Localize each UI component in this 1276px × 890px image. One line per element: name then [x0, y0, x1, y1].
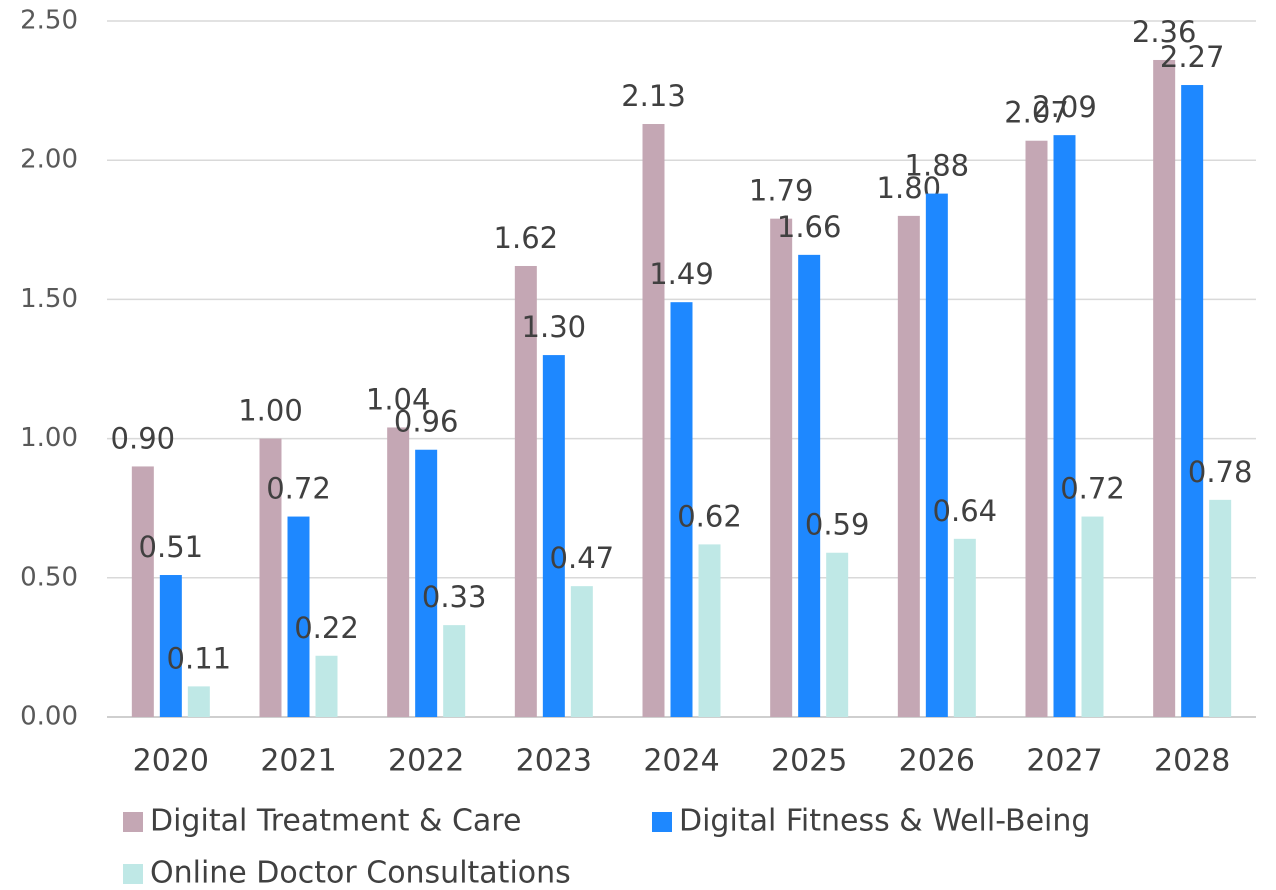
value-label: 0.78: [1188, 455, 1253, 489]
value-label: 1.04: [366, 382, 431, 416]
x-tick-label: 2021: [260, 744, 336, 779]
value-label: 1.00: [238, 394, 303, 428]
y-tick-label: 1.00: [20, 423, 78, 453]
value-label: 0.22: [294, 611, 359, 645]
x-tick-label: 2020: [133, 744, 209, 779]
bar: [1081, 516, 1104, 717]
bar: [514, 265, 537, 717]
value-label: 0.51: [139, 530, 204, 564]
x-tick-label: 2022: [388, 744, 464, 779]
legend-label: Digital Treatment & Care: [150, 804, 521, 839]
value-label: 1.79: [749, 174, 814, 208]
bar: [315, 655, 338, 717]
y-tick-label: 0.00: [20, 702, 78, 732]
legend-swatch: [652, 812, 672, 832]
y-tick-label: 2.00: [20, 145, 78, 175]
value-label: 1.62: [494, 221, 559, 255]
value-label: 0.72: [1060, 472, 1125, 506]
value-label: 0.96: [394, 405, 459, 439]
value-label: 0.72: [266, 472, 331, 506]
legend-label: Digital Fitness & Well-Being: [679, 804, 1090, 839]
value-label: 0.62: [677, 499, 742, 533]
value-label: 2.07: [1004, 96, 1069, 130]
value-label: 0.64: [933, 494, 998, 528]
value-label: 2.36: [1132, 15, 1197, 49]
legend-label: Online Doctor Consultations: [150, 856, 571, 890]
value-label: 0.11: [167, 641, 232, 675]
y-tick-label: 2.50: [20, 6, 78, 36]
bar: [826, 552, 849, 717]
value-label: 0.90: [111, 421, 176, 455]
bar: [443, 625, 466, 717]
value-label: 1.88: [905, 149, 970, 183]
value-label: 0.47: [550, 541, 615, 575]
bar: [1025, 140, 1048, 717]
bar: [159, 575, 182, 717]
bar: [925, 193, 948, 717]
value-label: 0.33: [422, 580, 487, 614]
value-label: 1.66: [777, 210, 842, 244]
x-tick-label: 2023: [516, 744, 592, 779]
x-tick-label: 2024: [643, 744, 719, 779]
y-tick-label: 0.50: [20, 562, 78, 592]
bar: [642, 124, 665, 718]
y-tick-label: 1.50: [20, 284, 78, 314]
x-tick-label: 2027: [1026, 744, 1102, 779]
x-tick-label: 2025: [771, 744, 847, 779]
value-label: 2.27: [1160, 40, 1225, 74]
bar: [387, 427, 410, 717]
value-label: 2.13: [621, 79, 686, 113]
bar: [770, 218, 793, 717]
bar: [131, 466, 154, 717]
bar: [798, 254, 821, 717]
bar: [542, 355, 565, 717]
value-label: 1.49: [649, 257, 714, 291]
bar: [1181, 85, 1204, 718]
x-tick-label: 2028: [1154, 744, 1230, 779]
bar: [897, 215, 920, 717]
bar: [415, 449, 438, 717]
legend-swatch: [123, 812, 143, 832]
bar: [1209, 499, 1232, 717]
bar: [953, 538, 976, 717]
bar: [570, 586, 593, 717]
value-label: 1.30: [522, 310, 587, 344]
value-label: 2.09: [1032, 90, 1097, 124]
legend-swatch: [123, 864, 143, 884]
bar: [670, 302, 693, 717]
bar: [1053, 135, 1076, 718]
bar: [1153, 59, 1176, 717]
bar: [287, 516, 310, 717]
bar: [698, 544, 721, 717]
x-tick-label: 2026: [899, 744, 975, 779]
bar: [187, 686, 210, 717]
value-label: 0.59: [805, 508, 870, 542]
bar: [259, 438, 282, 717]
